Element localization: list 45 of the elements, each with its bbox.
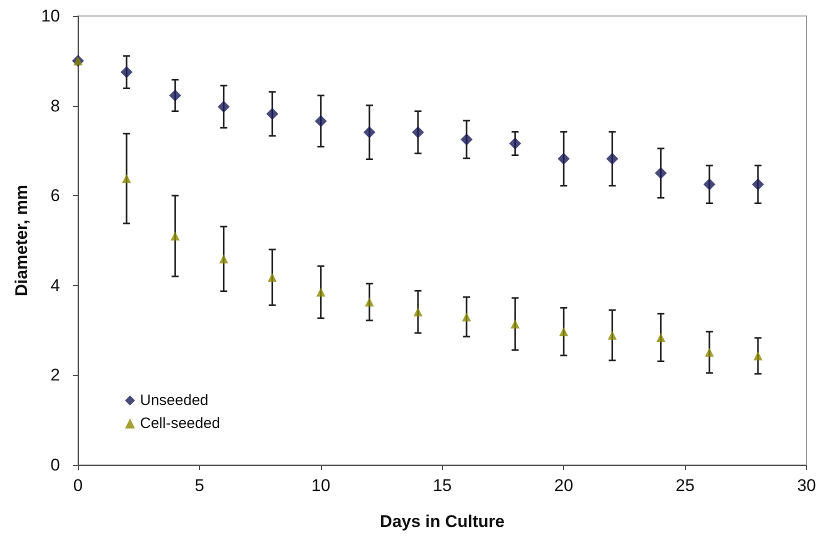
- point: [363, 126, 376, 138]
- point: [122, 174, 132, 184]
- point: [412, 126, 424, 138]
- x-tick-label: 10: [311, 476, 330, 495]
- point: [510, 320, 520, 329]
- x-tick-label: 25: [676, 476, 695, 495]
- point: [704, 348, 714, 357]
- point: [120, 66, 133, 78]
- y-tick-label: 6: [50, 186, 60, 206]
- point: [509, 138, 522, 150]
- point: [169, 89, 182, 102]
- point: [413, 307, 422, 316]
- point: [654, 167, 667, 180]
- point: [656, 332, 666, 342]
- point: [559, 327, 568, 336]
- point: [462, 312, 472, 322]
- x-tick-label: 0: [73, 476, 83, 495]
- legend-label: Unseeded: [140, 392, 208, 409]
- x-tick-label: 30: [797, 476, 816, 495]
- y-tick-label: 10: [41, 6, 60, 26]
- x-tick-label: 5: [194, 476, 204, 495]
- y-tick-label: 0: [50, 456, 60, 474]
- point: [558, 152, 570, 165]
- x-axis-title: Days in Culture: [380, 512, 505, 531]
- y-tick-label: 8: [50, 96, 60, 116]
- point: [703, 178, 716, 190]
- point: [606, 152, 618, 165]
- point: [268, 272, 277, 282]
- point: [170, 232, 180, 241]
- point: [219, 254, 228, 264]
- point: [753, 351, 762, 360]
- point: [316, 288, 326, 297]
- legend-label: Cell-seeded: [140, 415, 220, 432]
- point: [218, 100, 230, 113]
- point: [608, 330, 617, 340]
- y-tick-label: 4: [50, 276, 60, 295]
- point: [266, 108, 278, 120]
- point: [460, 133, 473, 146]
- x-tick-label: 20: [554, 476, 574, 495]
- point: [314, 115, 327, 128]
- x-tick-label: 15: [432, 476, 452, 495]
- y-axis-title: Diameter, mm: [12, 184, 31, 296]
- point: [752, 178, 764, 190]
- point: [364, 298, 374, 307]
- y-tick-label: 2: [50, 366, 60, 385]
